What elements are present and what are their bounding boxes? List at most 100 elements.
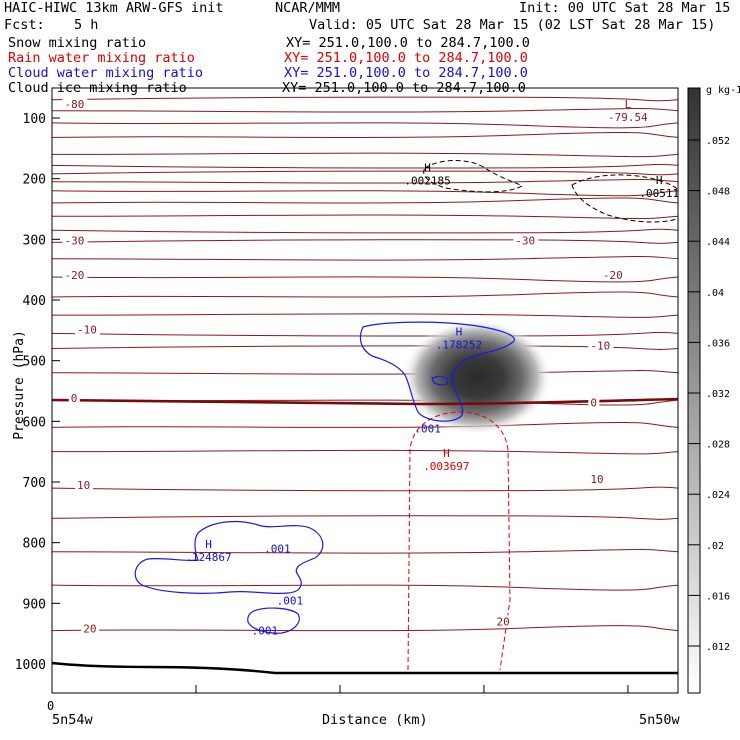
extremum-value: .178252 bbox=[436, 338, 482, 351]
colorbar-tick-label: .016 bbox=[706, 591, 730, 602]
extremum-value: .003697 bbox=[423, 460, 469, 473]
plot-frame bbox=[51, 87, 679, 694]
isotherm-label: -20 bbox=[65, 269, 85, 282]
isotherm-label-bg bbox=[494, 615, 513, 628]
cloud-ice-contour-1 bbox=[423, 160, 524, 193]
isotherm-line bbox=[52, 584, 678, 591]
isotherm-label: 10 bbox=[77, 479, 90, 492]
isotherm-line bbox=[52, 163, 678, 169]
isotherm-line bbox=[52, 96, 678, 102]
isotherm-label: 20 bbox=[83, 623, 96, 636]
extremum-marker: H bbox=[456, 325, 463, 338]
surface-pressure-line bbox=[52, 661, 678, 675]
isotherm-line bbox=[52, 449, 678, 455]
isotherm-label-bg bbox=[588, 396, 600, 409]
isotherm-label-bg bbox=[513, 234, 539, 247]
org-label: NCAR/MMM bbox=[275, 0, 341, 16]
colorbar-tick-label: .02 bbox=[706, 541, 724, 552]
isotherm-line bbox=[52, 170, 678, 176]
colorbar-tick-label: .052 bbox=[706, 136, 730, 147]
y-tick-label: 700 bbox=[23, 476, 46, 491]
isotherm-label: 10 bbox=[590, 473, 603, 486]
isotherm-line bbox=[52, 345, 678, 350]
y-tick-label: 300 bbox=[23, 233, 46, 248]
colorbar-tick-label: .024 bbox=[706, 490, 730, 501]
extremum-value: -79.54 bbox=[608, 111, 648, 124]
isotherm-line bbox=[52, 178, 678, 184]
x-axis-title: Distance (km) bbox=[322, 712, 428, 728]
isotherm-label-bg bbox=[62, 268, 88, 281]
colorbar-tick-label: .012 bbox=[706, 642, 730, 653]
cloud-water-label: .001 bbox=[277, 594, 304, 607]
isotherm-label-bg bbox=[600, 268, 626, 281]
y-tick-label: 500 bbox=[23, 355, 46, 370]
extremum-marker: H bbox=[424, 162, 431, 175]
y-tick-label: 1000 bbox=[15, 658, 46, 673]
isotherm-line bbox=[52, 214, 678, 220]
cloud-water-contour-bottom bbox=[247, 607, 300, 634]
isotherm-label: -10 bbox=[77, 324, 97, 337]
isotherm-line bbox=[52, 331, 678, 337]
cloud-water-label: .001 bbox=[252, 625, 279, 638]
y-tick-label: 800 bbox=[23, 537, 46, 552]
isotherm-label-bg bbox=[81, 622, 100, 635]
isotherm-line bbox=[52, 107, 678, 113]
isotherm-line bbox=[52, 370, 678, 375]
isotherm-line bbox=[52, 549, 678, 554]
extremum-value: .002185 bbox=[404, 175, 450, 188]
isotherm-label: -30 bbox=[515, 234, 535, 247]
extremum-value: .124867 bbox=[185, 551, 231, 564]
y-tick-label: 900 bbox=[23, 597, 46, 612]
isotherm-line bbox=[52, 291, 678, 298]
y-tick-label: 200 bbox=[23, 173, 46, 188]
colorbar-tick-label: .044 bbox=[706, 237, 730, 248]
field-snow-xy: XY= 251.0,100.0 to 284.7,100.0 bbox=[286, 35, 530, 51]
extremum-marker: H bbox=[656, 174, 663, 187]
field-cloudwater-xy: XY= 251.0,100.0 to 284.7,100.0 bbox=[284, 65, 528, 81]
isotherm-line bbox=[52, 276, 678, 283]
isotherm-line bbox=[52, 190, 678, 197]
extremum-value: .00511 bbox=[639, 187, 679, 200]
x-axis-left-label: 5n54w bbox=[52, 712, 93, 728]
colorbar bbox=[687, 87, 701, 694]
cloud-water-label: .001 bbox=[264, 543, 291, 556]
init-time: Init: 00 UTC Sat 28 Mar 15 bbox=[519, 0, 731, 16]
extremum-marker: H bbox=[443, 447, 450, 460]
colorbar-tick-label: .048 bbox=[706, 187, 730, 198]
isotherm-label-bg bbox=[68, 392, 80, 405]
isotherm-label: -80 bbox=[65, 98, 85, 111]
field-rain-name: Rain water mixing ratio bbox=[8, 50, 195, 66]
isotherm-line bbox=[52, 486, 678, 492]
isotherm-label-bg bbox=[62, 234, 88, 247]
isotherm-line bbox=[52, 122, 678, 129]
y-axis-title: Pressure (hPa) bbox=[12, 330, 27, 440]
cloud-water-contour-upper bbox=[359, 321, 515, 422]
isotherm-line bbox=[52, 625, 678, 632]
isotherm-line bbox=[52, 256, 678, 261]
isotherm-label: -20 bbox=[603, 269, 623, 282]
field-cloudwater-name: Cloud water mixing ratio bbox=[8, 65, 204, 81]
cloud-water-contour-lower bbox=[134, 520, 324, 595]
isotherm-line bbox=[52, 313, 678, 318]
model-title: HAIC-HIWC 13km ARW-GFS init bbox=[4, 0, 224, 16]
isotherm-label: 0 bbox=[71, 392, 78, 405]
isotherm-line bbox=[52, 421, 678, 428]
colorbar-tick-label: .036 bbox=[706, 338, 730, 349]
extremum-marker: H bbox=[205, 538, 212, 551]
isotherm-label-bg bbox=[588, 339, 614, 352]
isotherm-label: -10 bbox=[590, 339, 610, 352]
isotherm-label: 0 bbox=[590, 396, 597, 409]
colorbar-tick-label: .04 bbox=[706, 288, 724, 299]
x-axis-right-label: 5n50w bbox=[639, 712, 680, 728]
isotherm-label: 20 bbox=[496, 615, 509, 628]
colorbar-unit: g kg-1 bbox=[706, 85, 740, 96]
isotherm-line bbox=[52, 131, 678, 138]
isotherm-label-bg bbox=[62, 97, 88, 110]
isotherm-line bbox=[52, 239, 678, 244]
extremum-marker: L bbox=[625, 98, 632, 111]
rain-water-contour bbox=[407, 411, 511, 671]
isotherm-label-bg bbox=[75, 323, 101, 336]
x-axis-start-tick: 0 bbox=[47, 699, 55, 713]
snow-mixing-ratio-max bbox=[402, 319, 552, 435]
